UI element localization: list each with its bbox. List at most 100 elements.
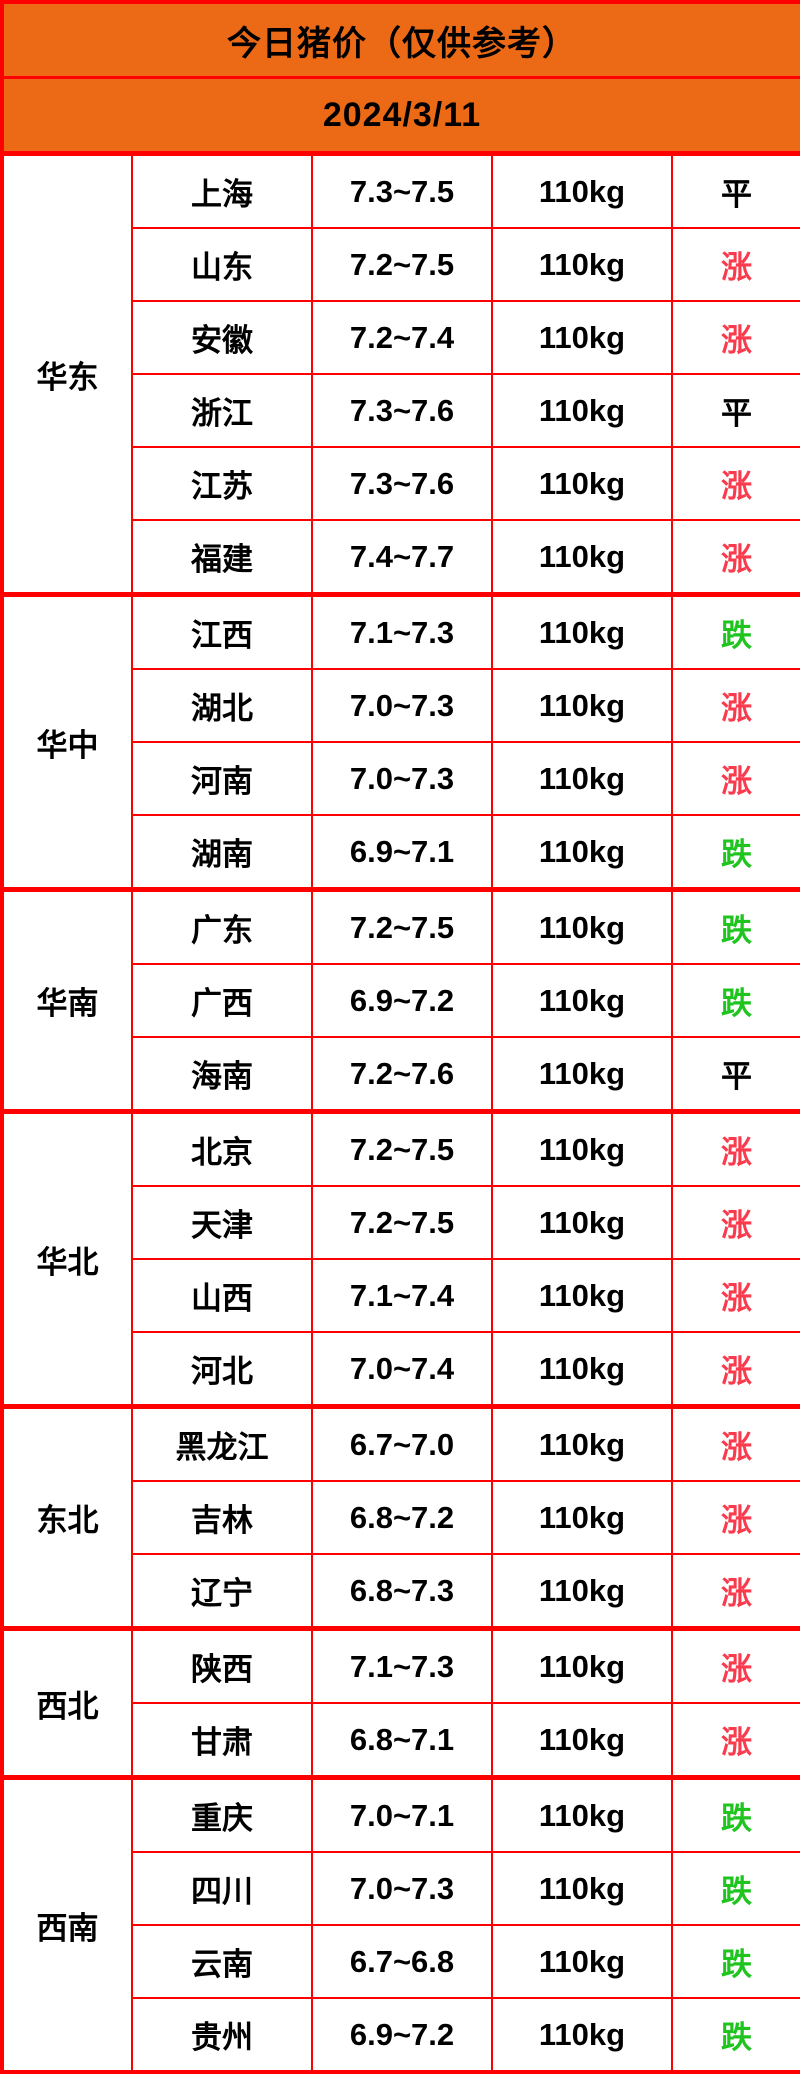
price-cell: 7.2~7.5: [311, 887, 493, 965]
province-cell: 陕西: [131, 1626, 313, 1704]
price-cell: 7.0~7.4: [311, 1331, 493, 1408]
province-cell: 吉林: [131, 1480, 313, 1555]
weight-cell: 110kg: [491, 1924, 673, 1999]
price-row: 西南 重庆 7.0~7.1 110kg 跌: [1, 1775, 800, 2073]
trend-cell: 平: [670, 1036, 800, 1113]
price-row: 华东 上海 7.3~7.5 110kg 平: [1, 151, 800, 596]
province-cell: 江西: [131, 592, 313, 670]
price-cell: 7.2~7.5: [311, 1185, 493, 1260]
region-cell: 西北: [1, 1626, 133, 1779]
price-cell: 7.0~7.3: [311, 668, 493, 743]
weight-cell: 110kg: [491, 1997, 673, 2073]
price-row: 湖南 6.9~7.1 110kg 跌: [2, 814, 800, 891]
price-row: 广西 6.9~7.2 110kg 跌: [2, 963, 800, 1038]
price-cell: 7.0~7.3: [311, 741, 493, 816]
price-cell: 7.2~7.6: [311, 1036, 493, 1113]
price-row: 河南 7.0~7.3 110kg 涨: [2, 741, 800, 816]
price-cell: 7.1~7.4: [311, 1258, 493, 1333]
province-cell: 上海: [131, 151, 313, 229]
price-cell: 6.8~7.2: [311, 1480, 493, 1555]
trend-cell: 涨: [670, 1331, 800, 1408]
price-cell: 7.1~7.3: [311, 1626, 493, 1704]
trend-cell: 涨: [670, 519, 800, 596]
trend-cell: 涨: [670, 1404, 800, 1482]
trend-cell: 涨: [670, 1258, 800, 1333]
price-row: 甘肃 6.8~7.1 110kg 涨: [2, 1702, 800, 1779]
title-row: 今日猪价（仅供参考）: [0, 1, 800, 79]
province-cell: 山西: [131, 1258, 313, 1333]
trend-cell: 跌: [670, 814, 800, 891]
weight-cell: 110kg: [491, 151, 673, 229]
trend-cell: 跌: [670, 887, 800, 965]
page-title: 今日猪价（仅供参考）: [0, 1, 800, 79]
weight-cell: 110kg: [491, 1036, 673, 1113]
province-cell: 山东: [131, 227, 313, 302]
price-row: 吉林 6.8~7.2 110kg 涨: [2, 1480, 800, 1555]
trend-cell: 涨: [670, 668, 800, 743]
trend-cell: 跌: [670, 1775, 800, 1853]
trend-cell: 涨: [670, 1109, 800, 1187]
price-row: 安徽 7.2~7.4 110kg 涨: [2, 300, 800, 375]
price-cell: 7.3~7.6: [311, 373, 493, 448]
price-cell: 7.0~7.3: [311, 1851, 493, 1926]
price-row: 山东 7.2~7.5 110kg 涨: [2, 227, 800, 302]
province-cell: 广西: [131, 963, 313, 1038]
weight-cell: 110kg: [491, 1626, 673, 1704]
province-cell: 北京: [131, 1109, 313, 1187]
province-cell: 江苏: [131, 446, 313, 521]
weight-cell: 110kg: [491, 592, 673, 670]
province-cell: 湖南: [131, 814, 313, 891]
province-cell: 云南: [131, 1924, 313, 1999]
province-cell: 湖北: [131, 668, 313, 743]
price-cell: 6.8~7.1: [311, 1702, 493, 1779]
weight-cell: 110kg: [491, 227, 673, 302]
province-cell: 福建: [131, 519, 313, 596]
price-row: 华南 广东 7.2~7.5 110kg 跌: [1, 887, 800, 1113]
price-cell: 7.3~7.6: [311, 446, 493, 521]
trend-cell: 涨: [670, 446, 800, 521]
region-cell: 华东: [1, 151, 133, 596]
weight-cell: 110kg: [491, 963, 673, 1038]
trend-cell: 跌: [670, 1997, 800, 2073]
price-cell: 7.1~7.3: [311, 592, 493, 670]
trend-cell: 涨: [670, 1553, 800, 1630]
trend-cell: 跌: [670, 1924, 800, 1999]
price-cell: 7.4~7.7: [311, 519, 493, 596]
trend-cell: 涨: [670, 1480, 800, 1555]
price-row: 天津 7.2~7.5 110kg 涨: [2, 1185, 800, 1260]
trend-cell: 涨: [670, 1185, 800, 1260]
trend-cell: 平: [670, 151, 800, 229]
weight-cell: 110kg: [491, 446, 673, 521]
date-row: 2024/3/11: [0, 76, 800, 155]
date-label: 2024/3/11: [0, 76, 800, 155]
price-cell: 6.9~7.2: [311, 1997, 493, 2073]
weight-cell: 110kg: [491, 1702, 673, 1779]
weight-cell: 110kg: [491, 1109, 673, 1187]
weight-cell: 110kg: [491, 814, 673, 891]
weight-cell: 110kg: [491, 1258, 673, 1333]
price-cell: 7.3~7.5: [311, 151, 493, 229]
price-cell: 7.0~7.1: [311, 1775, 493, 1853]
province-cell: 河北: [131, 1331, 313, 1408]
price-row: 海南 7.2~7.6 110kg 平: [2, 1036, 800, 1113]
price-cell: 6.9~7.1: [311, 814, 493, 891]
price-row: 浙江 7.3~7.6 110kg 平: [2, 373, 800, 448]
province-cell: 辽宁: [131, 1553, 313, 1630]
province-cell: 安徽: [131, 300, 313, 375]
province-cell: 广东: [131, 887, 313, 965]
price-row: 东北 黑龙江 6.7~7.0 110kg 涨: [1, 1404, 800, 1630]
province-cell: 河南: [131, 741, 313, 816]
trend-cell: 跌: [670, 1851, 800, 1926]
weight-cell: 110kg: [491, 1404, 673, 1482]
trend-cell: 跌: [670, 592, 800, 670]
price-row: 江苏 7.3~7.6 110kg 涨: [2, 446, 800, 521]
price-cell: 6.7~7.0: [311, 1404, 493, 1482]
province-cell: 甘肃: [131, 1702, 313, 1779]
weight-cell: 110kg: [491, 1553, 673, 1630]
price-row: 福建 7.4~7.7 110kg 涨: [2, 519, 800, 596]
trend-cell: 涨: [670, 1702, 800, 1779]
weight-cell: 110kg: [491, 300, 673, 375]
weight-cell: 110kg: [491, 519, 673, 596]
weight-cell: 110kg: [491, 1331, 673, 1408]
